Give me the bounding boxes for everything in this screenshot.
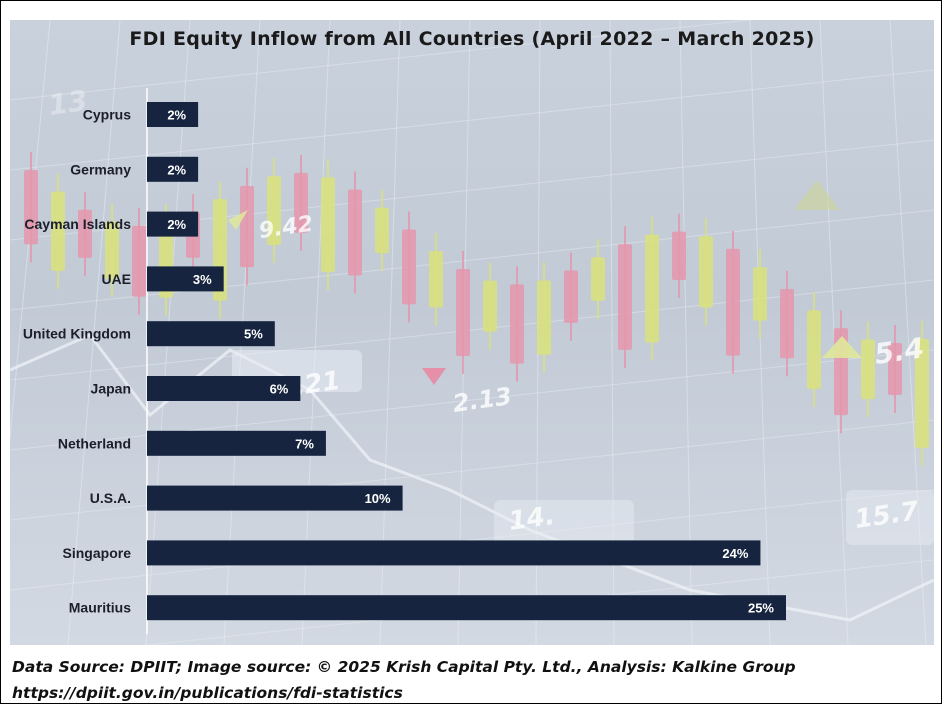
background-grid-line [10,20,51,442]
background-grid-line [10,69,934,171]
background-candle [402,229,416,305]
value-label: 2% [167,108,186,123]
background-candle [807,310,821,389]
value-label: 10% [365,491,391,506]
value-label: 2% [167,162,186,177]
background-candle [699,236,713,308]
background-candle [564,270,578,323]
value-label: 5% [244,327,263,342]
background-candles [24,152,929,466]
background-number: 13 [46,84,89,122]
background-candle [915,338,929,448]
background-candle [78,209,92,258]
background-candle [537,280,551,355]
data-source-text: Data Source: DPIIT; Image source: © 2025… [12,658,796,676]
bar [147,376,301,401]
value-labels: 2% 2% 2% 3% 5% 6% 7% 10% 24% 25% [167,108,774,616]
value-label: 6% [270,382,289,397]
background-number: 14. [507,501,557,537]
bar [147,211,199,237]
background-grid-line [10,489,934,591]
value-label: 3% [193,272,212,287]
background-candle [429,251,443,308]
value-label: 7% [295,436,314,451]
category-label: Singapore [63,545,132,561]
bar [147,102,199,127]
background-candle [510,284,524,364]
background-triangle-up-2 [822,336,862,358]
value-label: 25% [748,601,774,616]
chart-panel: 139.422.135.412.2114.15.7 CyprusGermanyC… [10,20,934,645]
background-candle [591,257,605,301]
bar [147,485,403,511]
background-candle [105,221,119,279]
bar [147,266,224,292]
background-candle [726,248,740,356]
background-grid-line [889,20,927,645]
background-candle [51,191,65,271]
background-candle [753,267,767,321]
category-label: U.S.A. [90,490,131,506]
category-label: United Kingdom [23,326,131,342]
category-label: Cayman Islands [24,216,131,232]
bar [147,595,786,621]
background-candle [888,343,902,395]
source-url-text[interactable]: https://dpiit.gov.in/publications/fdi-st… [12,684,403,702]
background-tag-3 [846,490,934,545]
background-candle [375,207,389,254]
footer: Data Source: DPIIT; Image source: © 2025… [12,654,932,706]
category-labels: Cyprus Germany Cayman Islands UAE United Kin… [23,107,131,616]
bars [147,102,786,621]
background-candle [240,185,254,268]
background-grid-line [10,20,754,101]
background-numbers: 139.422.135.412.2114.15.7 [46,84,926,537]
background-candle [132,225,146,297]
background-candle [672,231,686,281]
background-triangle-down [422,368,446,385]
bar-chart: Cyprus Germany Cayman Islands UAE United Kin… [23,88,786,635]
background-triangle-up-3 [794,180,840,210]
value-label: 24% [722,546,748,561]
background-triangle-up-1 [228,210,248,230]
bar [147,540,761,566]
background-candle [861,339,875,400]
background-candle [267,176,281,246]
category-label: UAE [101,271,131,287]
category-label: Mauritius [69,600,131,616]
category-label: Netherland [58,435,131,451]
background-candle [780,288,794,359]
category-label: Cyprus [83,107,131,123]
background-candle [483,280,497,332]
category-label: Germany [70,161,131,177]
bar [147,156,199,182]
background-candle [321,177,335,273]
value-label: 2% [167,217,186,232]
chart-title: FDI Equity Inflow from All Countries (Ap… [129,28,815,50]
category-label: Japan [91,381,131,397]
bar [147,430,326,456]
background-candle [618,244,632,350]
background-grid-line [67,20,121,645]
background-number: 5.4 [872,331,926,371]
background-candle [24,170,38,245]
background-candle [456,268,470,356]
background-candle [294,172,308,233]
background-candle [645,234,659,343]
bar [147,321,275,347]
background-candle [348,189,362,276]
